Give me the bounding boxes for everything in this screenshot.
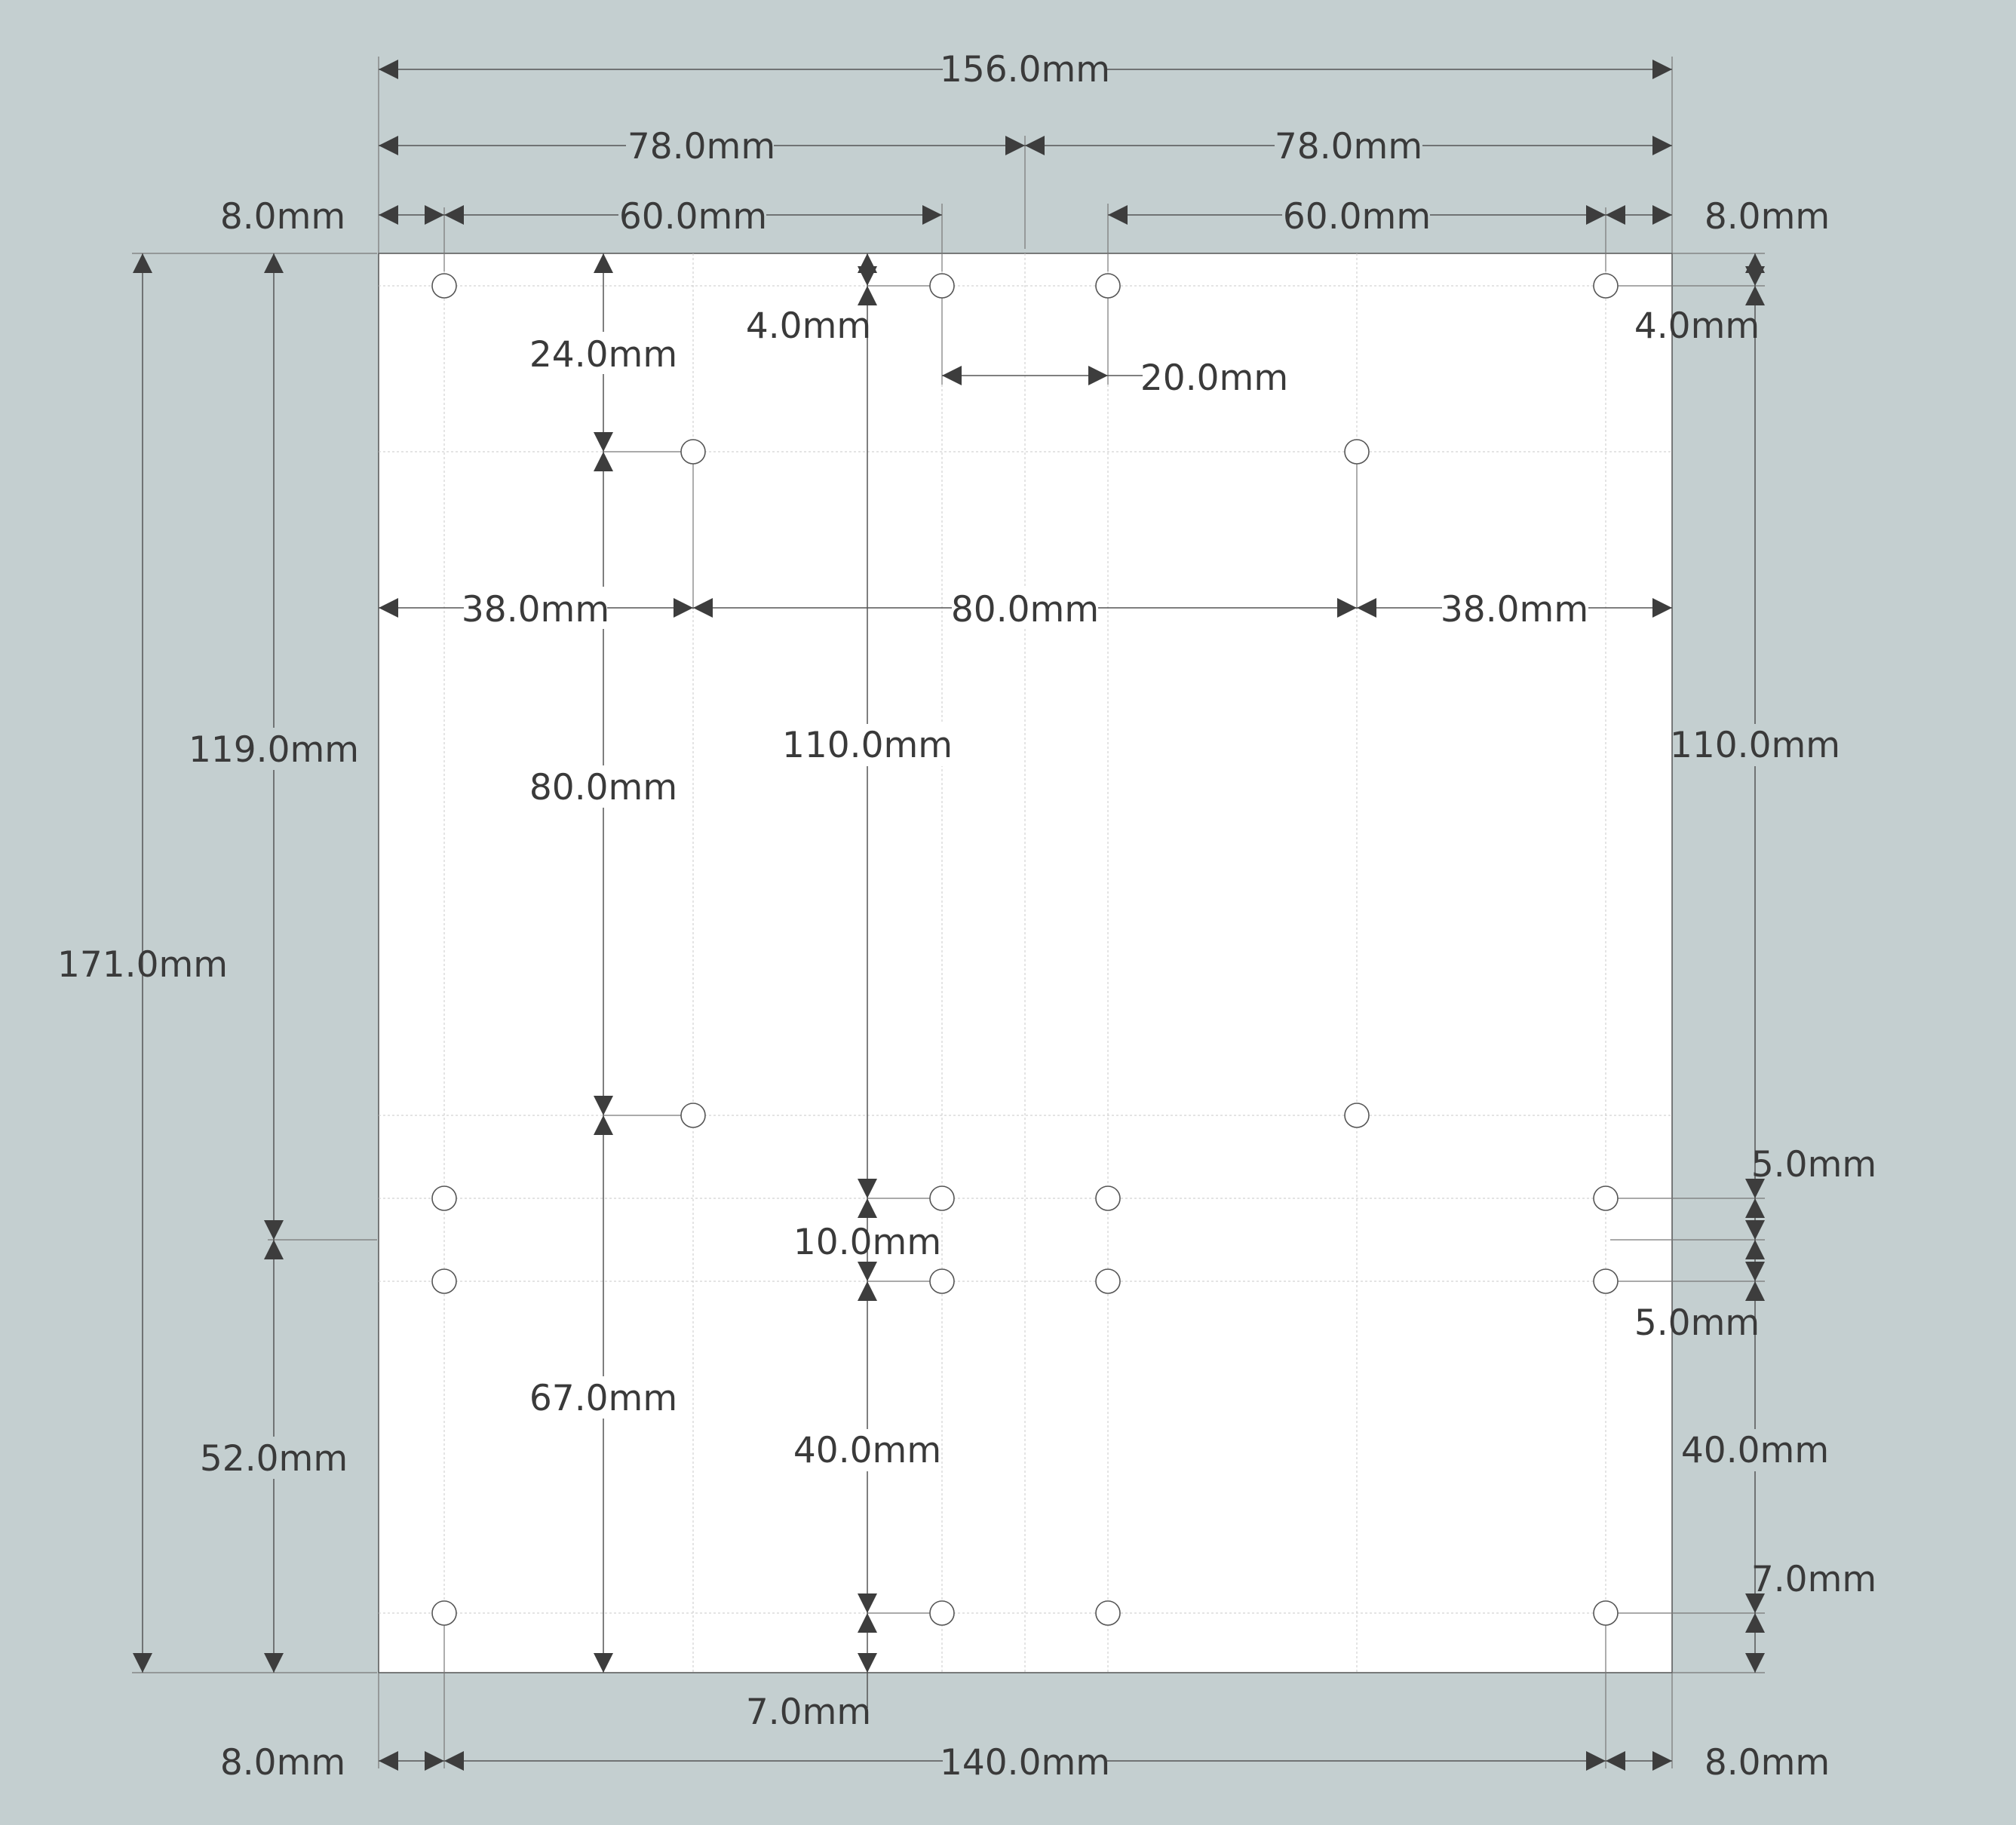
label-top-span-right: 60.0mm xyxy=(1283,196,1431,238)
hole xyxy=(431,273,457,299)
label-middle-gap: 10.0mm xyxy=(793,1222,941,1263)
hole xyxy=(1593,1600,1619,1626)
label-bottom-span: 140.0mm xyxy=(940,1742,1110,1784)
hole xyxy=(1593,1268,1619,1294)
hole xyxy=(431,1268,457,1294)
label-total-height: 171.0mm xyxy=(57,944,228,986)
hole xyxy=(680,1103,706,1128)
hole xyxy=(431,1185,457,1211)
label-half-right: 78.0mm xyxy=(1275,126,1422,167)
label-inner-v: 80.0mm xyxy=(529,767,677,808)
label-bottom-margin-right: 8.0mm xyxy=(1705,1742,1830,1784)
label-bottom-margin-left: 8.0mm xyxy=(220,1742,345,1784)
hole xyxy=(680,439,706,465)
label-total-width: 156.0mm xyxy=(940,49,1110,90)
hole xyxy=(1344,1103,1370,1128)
label-hole-gap: 20.0mm xyxy=(1140,357,1288,399)
hole xyxy=(929,1185,955,1211)
hole xyxy=(929,1600,955,1626)
hole xyxy=(1095,1268,1121,1294)
label-upper-height: 119.0mm xyxy=(189,729,359,771)
label-upper-span-right: 110.0mm xyxy=(1670,725,1840,766)
hole xyxy=(1095,1600,1121,1626)
label-left-inset: 38.0mm xyxy=(462,589,609,630)
hole xyxy=(1095,273,1121,299)
label-bottom-offset-left: 7.0mm xyxy=(746,1692,871,1733)
hole xyxy=(929,1268,955,1294)
hole xyxy=(1593,1185,1619,1211)
label-mid-offset-lower: 5.0mm xyxy=(1634,1302,1760,1344)
label-top-span-left: 60.0mm xyxy=(619,196,767,238)
label-upper-span-left: 110.0mm xyxy=(782,725,953,766)
label-lower-span-left: 40.0mm xyxy=(793,1430,941,1471)
label-top-margin-right: 8.0mm xyxy=(1705,196,1830,238)
hole xyxy=(431,1600,457,1626)
hole xyxy=(1593,273,1619,299)
dimension-labels: 156.0mm 78.0mm 78.0mm 8.0mm 60.0mm 60.0m… xyxy=(57,47,1876,1784)
label-right-inset: 38.0mm xyxy=(1441,589,1588,630)
label-mid-offset-upper: 5.0mm xyxy=(1751,1144,1876,1185)
hole xyxy=(929,273,955,299)
label-inner-h: 80.0mm xyxy=(951,589,1099,630)
label-top-offset-left: 4.0mm xyxy=(746,305,871,347)
label-top-margin-left: 8.0mm xyxy=(220,196,345,238)
hole xyxy=(1344,439,1370,465)
hole xyxy=(1095,1185,1121,1211)
label-half-left: 78.0mm xyxy=(628,126,775,167)
label-lower-span-right: 40.0mm xyxy=(1681,1430,1829,1471)
label-inner-offset: 24.0mm xyxy=(529,334,677,376)
label-inner-bottom: 67.0mm xyxy=(529,1378,677,1419)
mounting-holes xyxy=(431,273,1619,1626)
label-lower-height: 52.0mm xyxy=(200,1438,348,1480)
label-bottom-offset-right: 7.0mm xyxy=(1751,1559,1876,1600)
label-top-offset-right: 4.0mm xyxy=(1634,305,1760,347)
